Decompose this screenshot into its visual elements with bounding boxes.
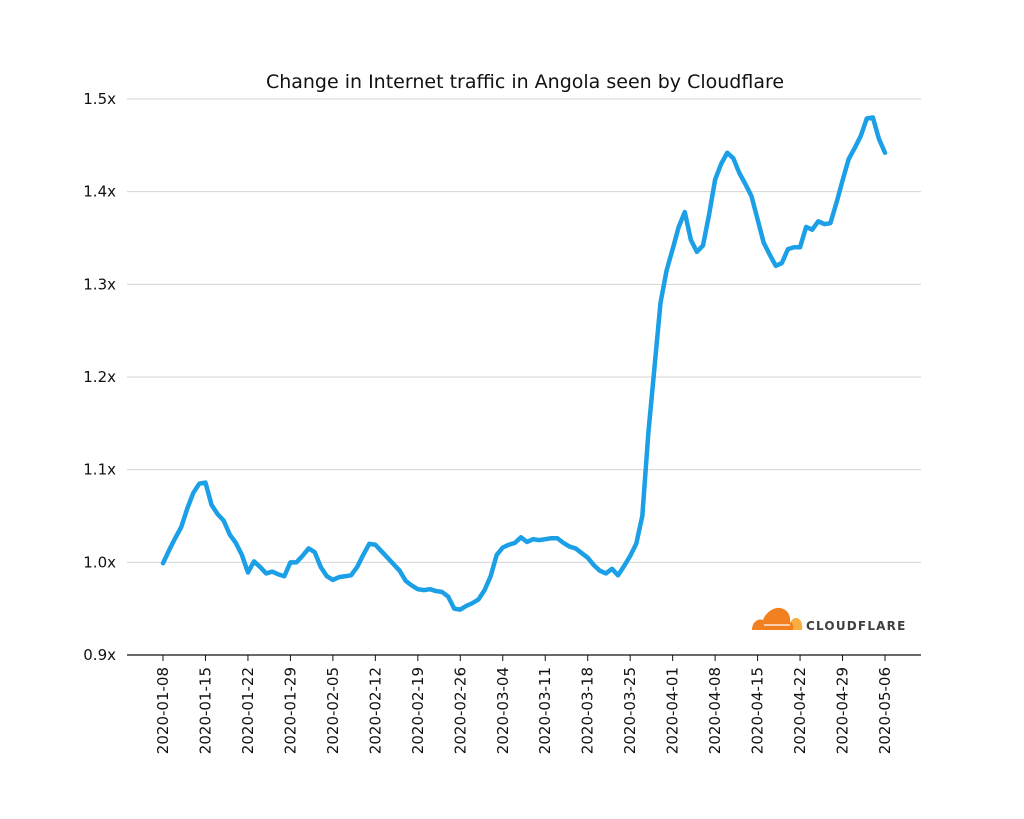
x-tick-label: 2020-04-08	[706, 667, 724, 754]
x-tick-label: 2020-01-22	[239, 667, 257, 754]
traffic-series-line	[160, 115, 888, 612]
gridlines	[127, 98, 921, 563]
x-tick-label: 2020-02-26	[451, 667, 469, 754]
y-axis-ticks: 0.9x 1.0x 1.1x 1.2x 1.3x 1.4x 1.5x	[83, 90, 116, 664]
cloud-icon	[752, 607, 803, 630]
x-tick-label: 2020-02-12	[366, 667, 384, 754]
x-tick-label: 2020-01-15	[196, 667, 214, 754]
x-axis-ticks: 2020-01-08 2020-01-15 2020-01-22 2020-01-29…	[154, 655, 894, 754]
y-tick-label: 1.3x	[83, 275, 116, 293]
x-tick-label: 2020-02-05	[324, 667, 342, 754]
x-tick-label: 2020-03-04	[494, 667, 512, 754]
y-tick-label: 1.2x	[83, 368, 116, 386]
cloudflare-logo: CLOUDFLARE	[752, 607, 907, 633]
y-tick-label: 1.4x	[83, 183, 116, 201]
x-tick-label: 2020-05-06	[876, 667, 894, 754]
x-tick-label: 2020-04-01	[664, 667, 682, 754]
x-tick-label: 2020-01-08	[154, 667, 172, 754]
y-tick-label: 1.0x	[83, 553, 116, 571]
x-tick-label: 2020-03-25	[621, 667, 639, 754]
x-tick-label: 2020-03-18	[579, 667, 597, 754]
y-tick-label: 1.1x	[83, 461, 116, 479]
x-tick-label: 2020-04-22	[791, 667, 809, 754]
y-tick-label: 1.5x	[83, 90, 116, 108]
y-tick-label: 0.9x	[83, 646, 116, 664]
x-tick-label: 2020-04-15	[749, 667, 767, 754]
chart-title: Change in Internet traffic in Angola see…	[266, 71, 784, 93]
x-tick-label: 2020-04-29	[834, 667, 852, 754]
cloudflare-wordmark: CLOUDFLARE	[806, 619, 907, 633]
x-tick-label: 2020-02-19	[409, 667, 427, 754]
x-tick-label: 2020-03-11	[536, 667, 554, 754]
x-tick-label: 2020-01-29	[281, 667, 299, 754]
